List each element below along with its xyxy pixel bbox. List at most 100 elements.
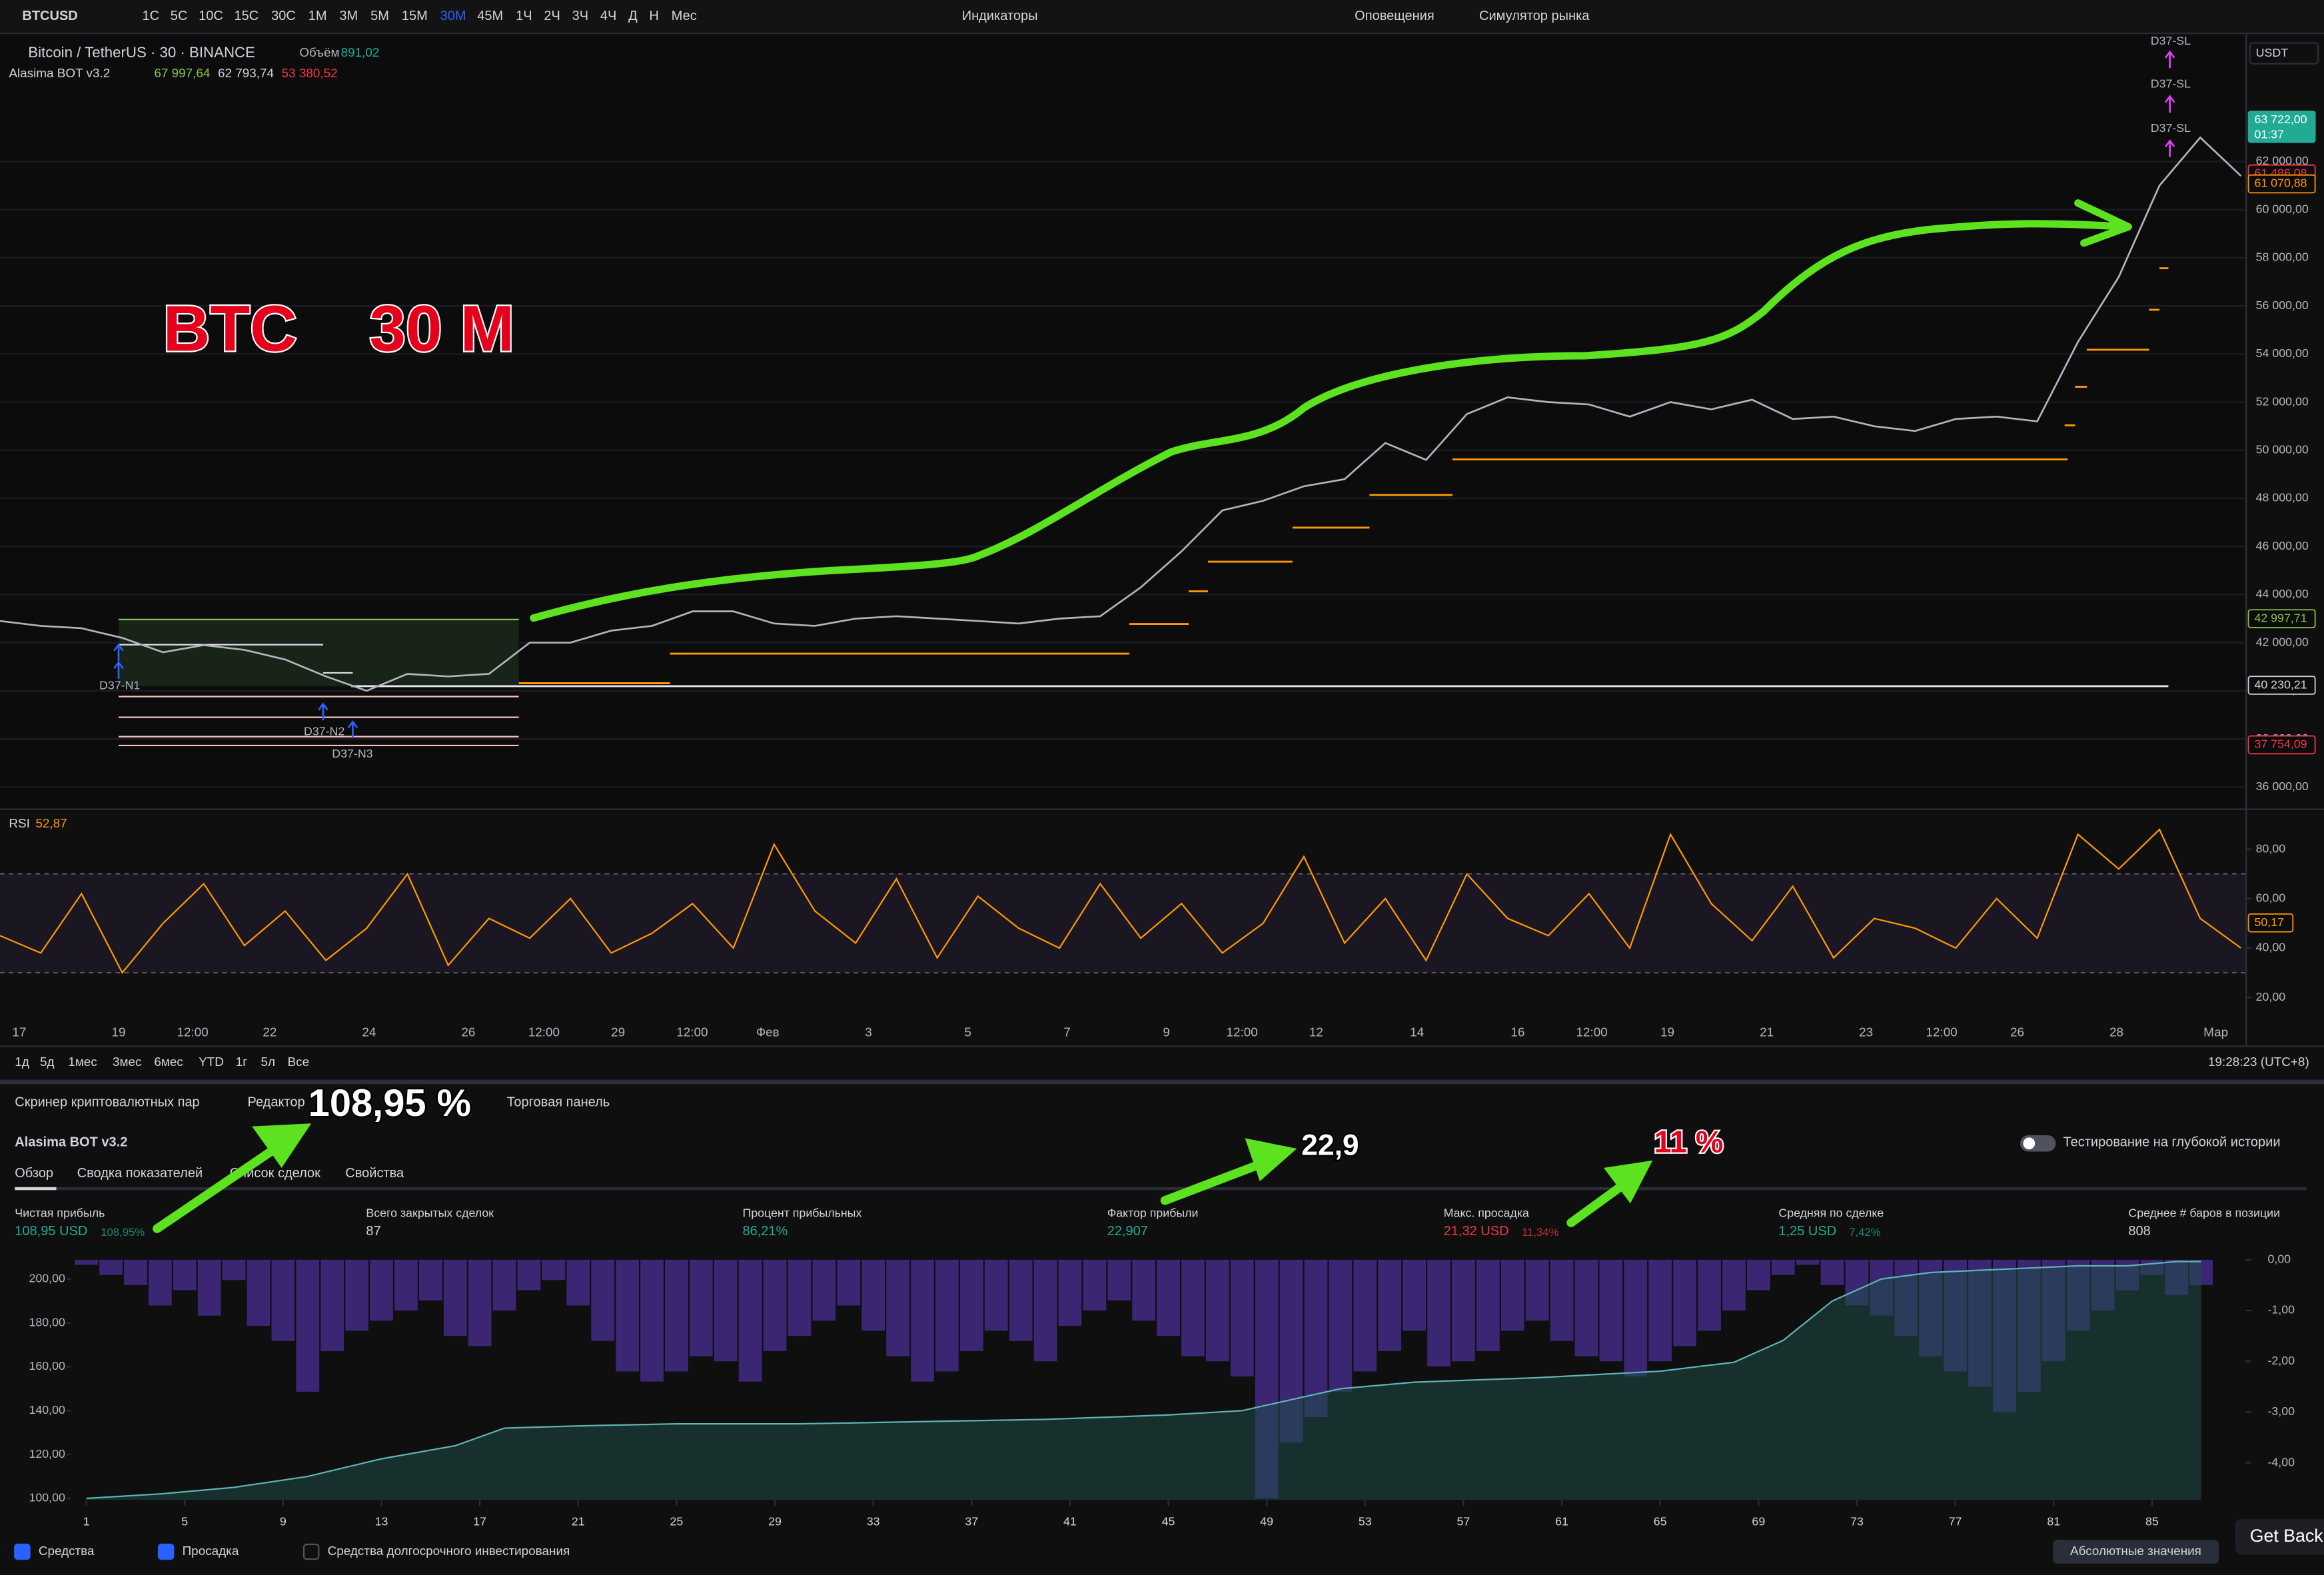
subtab[interactable]: Сводка показателей <box>77 1166 203 1181</box>
drawdown-bar <box>1403 1259 1426 1331</box>
y-tick-label: 36 000,00 <box>2256 780 2309 793</box>
range-button[interactable]: 1г <box>236 1055 248 1069</box>
drawdown-bar <box>394 1259 418 1311</box>
drawdown-bar <box>1698 1259 1721 1331</box>
rsi-tag-label: 50,17 <box>2254 915 2283 929</box>
drawdown-bar <box>1574 1259 1598 1356</box>
range-button[interactable]: Все <box>288 1055 310 1069</box>
rsi-tag <box>2247 913 2294 933</box>
subtab[interactable]: Список сделок <box>230 1166 320 1181</box>
chat-button-bg[interactable] <box>2235 1519 2324 1555</box>
metric-label: Фактор прибыли <box>1107 1207 1199 1220</box>
drawdown-bar <box>1500 1259 1524 1331</box>
interval-button[interactable]: 10С <box>199 9 223 23</box>
interval-button[interactable]: 30С <box>271 9 296 23</box>
x-tick-label: 85 <box>2145 1514 2159 1528</box>
drawdown-bar <box>542 1259 566 1281</box>
date-label: 9 <box>1163 1025 1170 1039</box>
drawdown-bar <box>1329 1259 1353 1392</box>
drawdown-bar <box>370 1259 393 1321</box>
interval-button[interactable]: 3М <box>339 9 358 23</box>
y-tick-label: 52 000,00 <box>2256 394 2309 408</box>
drawdown-bar <box>935 1259 959 1372</box>
date-label: 19 <box>111 1025 125 1039</box>
panel-tab[interactable]: Скринер криптовалютных пар <box>15 1095 199 1109</box>
interval-button[interactable]: 15С <box>234 9 259 23</box>
metric-label: Чистая прибыль <box>15 1207 105 1220</box>
checkbox[interactable] <box>157 1543 175 1560</box>
interval-button[interactable]: 5М <box>370 9 389 23</box>
interval-button[interactable]: 15М <box>402 9 428 23</box>
signal-label: D37-N3 <box>332 747 372 760</box>
drawdown-bar <box>99 1259 123 1275</box>
interval-button[interactable]: 1Ч <box>516 9 532 23</box>
price-tag-time: 01:37 <box>2254 127 2283 141</box>
y-tick-label: 44 000,00 <box>2256 587 2309 600</box>
metric-sub: 108,95% <box>101 1226 145 1239</box>
range-button[interactable]: 1д <box>15 1055 29 1069</box>
series-line <box>0 828 2242 974</box>
interval-button[interactable]: 4Ч <box>600 9 616 23</box>
checkbox[interactable] <box>302 1543 320 1560</box>
interval-button[interactable]: Д <box>628 9 638 23</box>
range-button[interactable]: 5л <box>261 1055 276 1069</box>
indicators-button[interactable]: Индикаторы <box>962 9 1038 23</box>
panel-tab[interactable]: Торговая панель <box>507 1095 610 1109</box>
price-tag <box>2247 111 2316 143</box>
drawdown-bar <box>1107 1259 1131 1301</box>
y-tick-label: 56 000,00 <box>2256 298 2309 312</box>
range-button[interactable]: 5д <box>40 1055 55 1069</box>
drawdown-bar <box>812 1259 836 1321</box>
range-button[interactable]: 3мес <box>113 1055 141 1069</box>
y-tick-label: 48 000,00 <box>2256 491 2309 504</box>
metric-label: Макс. просадка <box>1444 1207 1529 1220</box>
interval-button[interactable]: 2Ч <box>544 9 560 23</box>
date-label: Мар <box>2203 1025 2228 1039</box>
annotation: 22,9 <box>1301 1129 1359 1162</box>
drawdown-bar <box>1132 1259 1155 1321</box>
interval-button[interactable]: Мес <box>672 9 697 23</box>
checkbox-label: Средства <box>39 1544 95 1558</box>
interval-button[interactable]: Н <box>649 9 658 23</box>
subtab[interactable]: Свойства <box>345 1166 404 1181</box>
replay-button[interactable]: Симулятор рынка <box>1479 9 1590 23</box>
date-label: 24 <box>362 1025 376 1039</box>
y-tick-label: 160,00 <box>29 1359 65 1372</box>
interval-button[interactable]: 1М <box>308 9 327 23</box>
date-label: 26 <box>461 1025 475 1039</box>
date-label: 22 <box>263 1025 277 1039</box>
interval-button[interactable]: 5С <box>171 9 188 23</box>
interval-button[interactable]: 45М <box>477 9 503 23</box>
range-button[interactable]: YTD <box>199 1055 224 1069</box>
drawdown-bar <box>959 1259 983 1351</box>
drawdown-bar <box>320 1259 344 1351</box>
range-button[interactable]: 6мес <box>154 1055 183 1069</box>
drawdown-bar <box>418 1259 442 1301</box>
arrow-head <box>2074 199 2132 247</box>
interval-button[interactable]: 30М <box>440 9 466 23</box>
metric-label: Процент прибыльных <box>742 1207 862 1220</box>
range-button[interactable]: 1мес <box>68 1055 97 1069</box>
price-tag <box>2247 735 2316 755</box>
y-tick-label: 120,00 <box>29 1447 65 1460</box>
subtab[interactable]: Обзор <box>15 1166 53 1181</box>
drawdown-bar <box>689 1259 713 1356</box>
y-tick-label: 54 000,00 <box>2256 346 2309 360</box>
annotation: 11 % <box>1654 1125 1724 1159</box>
alerts-button[interactable]: Оповещения <box>1355 9 1435 23</box>
panel-tab[interactable]: Редактор <box>247 1095 304 1109</box>
interval-button[interactable]: 3Ч <box>572 9 588 23</box>
interval-button[interactable]: 1С <box>143 9 160 23</box>
currency: USDT <box>2256 46 2289 59</box>
metric-value: 22,907 <box>1107 1224 1148 1239</box>
x-tick-label: 9 <box>280 1514 287 1528</box>
x-tick-label: 21 <box>572 1514 585 1528</box>
layers: BTCUSD 1С 5С 10С 15С 30С 1М 3М 5М 15М 30М 45М 1Ч 2Ч 3Ч… <box>0 9 2324 1564</box>
rsi-band <box>0 873 2246 973</box>
scale-button-bg[interactable] <box>2052 1540 2219 1564</box>
checkbox[interactable] <box>14 1543 31 1560</box>
clock: 19:28:23 (UTC+8) <box>2208 1055 2309 1069</box>
date-label: 12:00 <box>1926 1025 1957 1039</box>
arrow-head <box>252 1123 312 1168</box>
checkbox-label: Средства долгосрочного инвестирования <box>328 1544 570 1558</box>
